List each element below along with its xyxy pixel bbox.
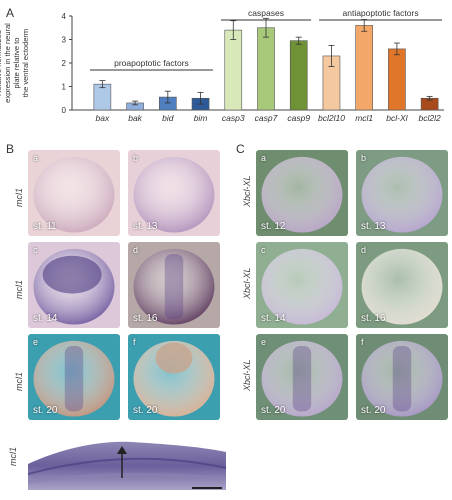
panel-label-C: C — [236, 142, 245, 156]
row-gene-label: mcl1 — [14, 371, 24, 391]
x-tick-label: casp3 — [222, 113, 245, 123]
tile-letter: d — [361, 245, 367, 255]
tile-letter: a — [33, 153, 39, 163]
embryo-tile-B-f: f st. 20 — [128, 334, 220, 420]
tile-letter: a — [261, 153, 267, 163]
tile-letter: b — [133, 153, 139, 163]
tile-letter: e — [33, 337, 39, 347]
stage-label: st. 13 — [361, 221, 386, 232]
x-tick-label: casp9 — [287, 113, 310, 123]
panel-label-B: B — [6, 142, 15, 156]
embryo-tile-C-a: a st. 12 — [256, 150, 348, 236]
row-gene-label: mcl1 — [14, 279, 24, 299]
row-gene-label: Xbcl-XL — [242, 359, 252, 391]
embryo-tile-B-d: d st. 16 — [128, 242, 220, 328]
group-label: antiapoptotic factors — [343, 8, 419, 18]
embryo-image — [28, 242, 120, 328]
embryo-image — [356, 242, 448, 328]
stage-label: st. 16 — [361, 313, 386, 324]
stage-label: st. 12 — [261, 221, 286, 232]
embryo-tile-C-c: c st. 14 — [256, 242, 348, 328]
y-tick-label: 1 — [62, 83, 67, 92]
tile-letter: c — [261, 245, 266, 255]
embryo-image — [28, 150, 120, 236]
embryo-tile-C-d: d st. 16 — [356, 242, 448, 328]
x-tick-label: bak — [128, 113, 142, 123]
embryo-image — [256, 242, 348, 328]
embryo-tile-C-b: b st. 13 — [356, 150, 448, 236]
embryo-tile-B-a: a st. 11 — [28, 150, 120, 236]
stage-label: st. 11 — [33, 221, 57, 232]
x-tick-label: bcl2l10 — [318, 113, 345, 123]
embryo-image — [28, 334, 120, 420]
stage-label: st. 14 — [33, 313, 58, 324]
x-tick-label: bid — [162, 113, 174, 123]
stage-label: st. 16 — [133, 313, 158, 324]
x-tick-label: bax — [96, 113, 110, 123]
panel-label-A: A — [6, 6, 15, 20]
embryo-tile-C-f: f st. 20 — [356, 334, 448, 420]
x-tick-label: mcl1 — [355, 113, 373, 123]
tile-letter: c — [33, 245, 38, 255]
y-tick-label: 3 — [62, 36, 67, 45]
embryo-image — [356, 334, 448, 420]
panel-g-section-image: g — [22, 426, 228, 494]
embryo-tile-C-e: e st. 20 — [256, 334, 348, 420]
panel-g-tissue — [27, 441, 227, 490]
embryo-image — [128, 334, 220, 420]
x-tick-label: bim — [194, 113, 208, 123]
embryo-tile-B-c: c st. 14 — [28, 242, 120, 328]
embryo-tile-B-b: b st. 13 — [128, 150, 220, 236]
embryo-image — [256, 334, 348, 420]
stage-label: st. 20 — [133, 405, 158, 416]
group-label: proapoptotic factors — [114, 58, 189, 68]
row-gene-label: Xbcl-XL — [242, 175, 252, 207]
embryo-tile-B-e: e st. 20 — [28, 334, 120, 420]
bar-casp3 — [224, 29, 243, 111]
row-gene-label: Xbcl-XL — [242, 267, 252, 299]
y-tick-label: 2 — [62, 59, 67, 68]
tile-letter: f — [133, 337, 136, 347]
group-label: caspases — [248, 8, 284, 18]
x-tick-label: bcl-Xl — [386, 113, 408, 123]
x-tick-label: casp7 — [255, 113, 278, 123]
tile-letter: d — [133, 245, 139, 255]
stage-label: st. 13 — [133, 221, 158, 232]
tile-letter: b — [361, 153, 367, 163]
y-tick-label: 4 — [62, 12, 67, 21]
bar-chart: 0 1 2 3 4 Relative normalizedexpression in th… — [0, 8, 444, 123]
row-gene-label: mcl1 — [14, 187, 24, 207]
bar-casp9 — [289, 40, 308, 111]
embryo-image — [256, 150, 348, 236]
stage-label: st. 20 — [361, 405, 386, 416]
tile-letter: f — [361, 337, 364, 347]
stage-label: st. 20 — [261, 405, 286, 416]
x-tick-label: bcl2l2 — [419, 113, 441, 123]
panel-g-row-label: mcl1 — [8, 446, 18, 466]
y-axis-label: Relative normalizedexpression in the neu… — [0, 23, 30, 103]
stage-label: st. 20 — [33, 405, 58, 416]
embryo-image — [356, 150, 448, 236]
embryo-image — [128, 242, 220, 328]
y-tick-label: 0 — [62, 106, 67, 115]
bar-casp7 — [257, 27, 275, 111]
bar-mcl1 — [355, 25, 373, 111]
embryo-image — [128, 150, 220, 236]
tile-letter: e — [261, 337, 267, 347]
bar-bcl-Xl — [388, 48, 406, 111]
stage-label: st. 14 — [261, 313, 286, 324]
